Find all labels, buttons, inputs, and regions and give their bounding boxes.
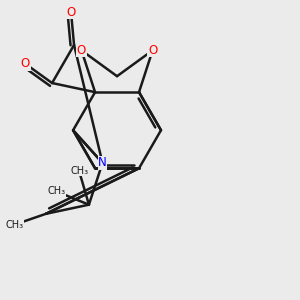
Text: O: O [148,44,157,57]
Text: CH₃: CH₃ [6,220,24,230]
Text: CH₃: CH₃ [47,186,65,197]
Text: O: O [77,44,86,57]
Text: CH₃: CH₃ [70,166,88,176]
Text: O: O [66,6,76,19]
Text: O: O [21,57,30,70]
Text: N: N [98,156,107,170]
